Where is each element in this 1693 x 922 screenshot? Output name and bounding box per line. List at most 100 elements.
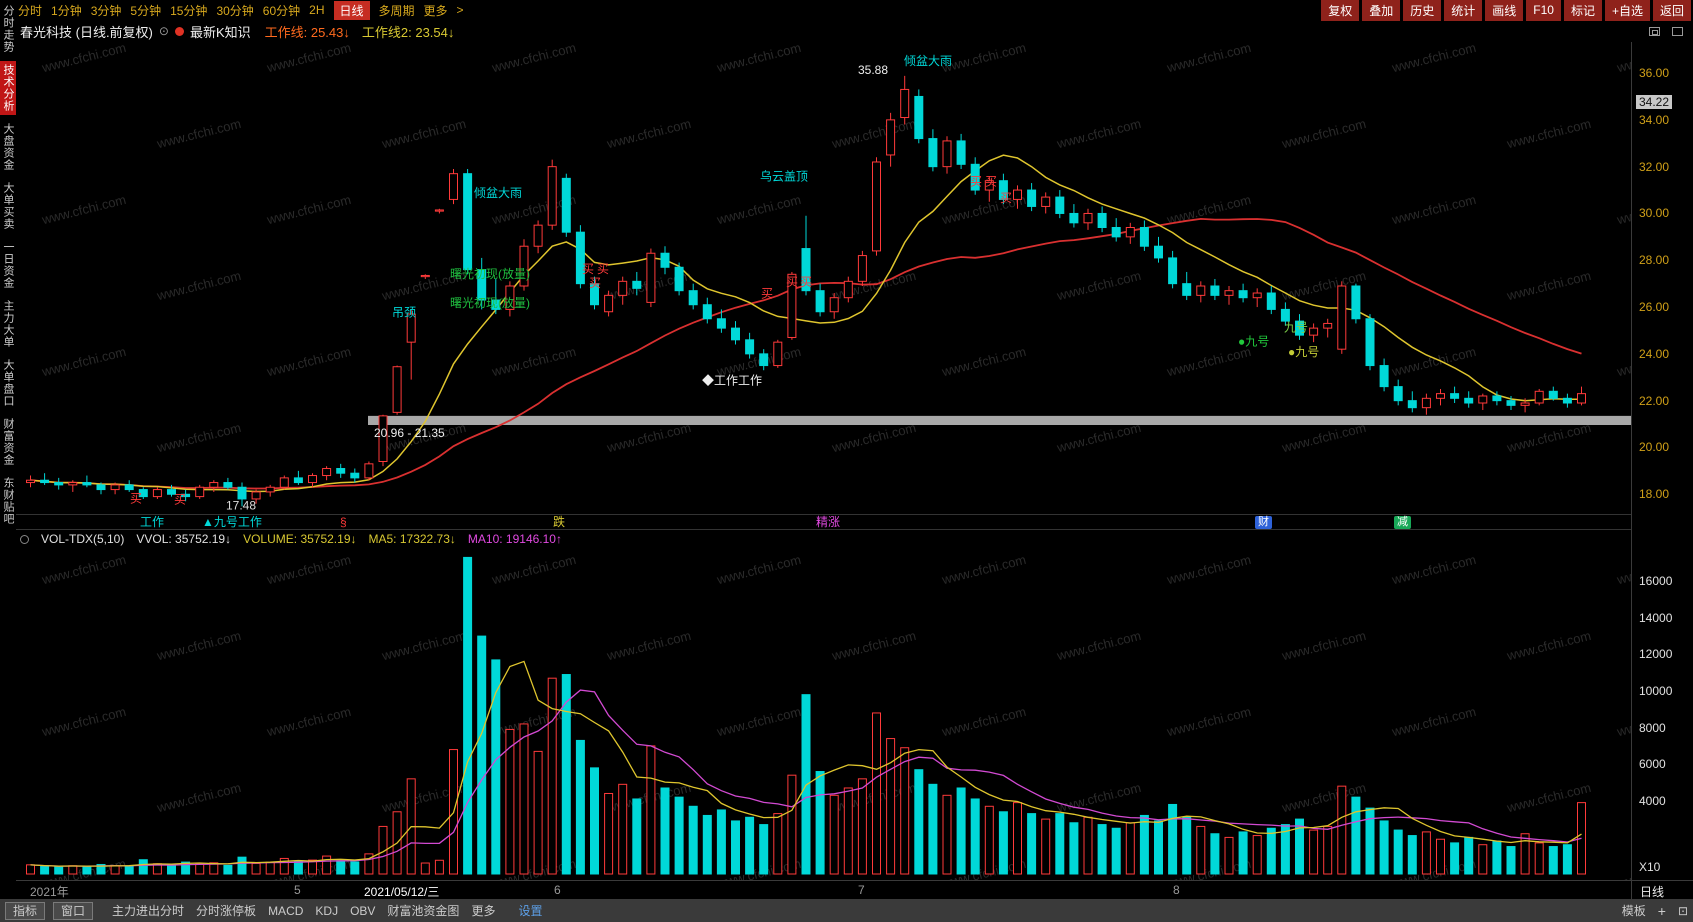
signal-strip-row: 工作 ▲九号工作 § 跌 精涨 财 减 bbox=[16, 514, 1693, 530]
top-area: 分时走势技术分析大盘资金大单买卖一日资金主力大单大单盘口财富资金东财贴吧 分时 1… bbox=[0, 0, 1693, 899]
sidebar-item-tab[interactable]: 财富资金 bbox=[2, 418, 14, 466]
toolbar-actions: 复权 叠加 历史 统计 画线 F10 标记 +自选 返回 bbox=[1321, 0, 1691, 21]
period-多周期[interactable]: 多周期 bbox=[378, 3, 415, 18]
svg-text:曙光初现(放量): 曙光初现(放量) bbox=[450, 266, 530, 281]
vvol-value: VVOL: 35752.19↓ bbox=[136, 532, 232, 546]
sidebar-item-tab[interactable]: 一日资金 bbox=[2, 241, 14, 289]
svg-text:倾盆大雨: 倾盆大雨 bbox=[904, 54, 952, 68]
bottom-item-OBV[interactable]: OBV bbox=[350, 904, 376, 918]
period-更多[interactable]: 更多 bbox=[423, 3, 448, 18]
sidebar-item-active[interactable]: 技术分析 bbox=[0, 61, 16, 115]
bottom-item-财富池资金图[interactable]: 财富池资金图 bbox=[387, 904, 460, 918]
bottom-toolbar: 指标 窗口 主力进出分时 分时涨停板 MACD KDJ OBV 财富池资金图 更多 设置 模板… bbox=[0, 899, 1693, 922]
period-15分钟[interactable]: 15分钟 bbox=[170, 3, 208, 18]
signal-marker: ▲九号工作 bbox=[202, 515, 262, 529]
bottom-item-主力进出分时[interactable]: 主力进出分时 bbox=[112, 904, 185, 918]
svg-text:买: 买 bbox=[985, 174, 997, 188]
price-axis-label: 18.00 bbox=[1639, 487, 1670, 502]
signal-marker: 工作 bbox=[140, 515, 165, 529]
sidebar-item-tab[interactable]: 分时走势 bbox=[2, 5, 14, 53]
svg-text:乌云盖顶: 乌云盖顶 bbox=[760, 169, 808, 184]
action-button-标记[interactable]: 标记 bbox=[1563, 0, 1602, 21]
chevron-down-icon[interactable]: ⊙ bbox=[158, 24, 169, 38]
info-bar: 春光科技 (日线.前复权) ⊙ 最新K知识 工作线: 25.43↓ 工作线2: … bbox=[16, 20, 1693, 42]
main-column: 分时 1分钟 3分钟 5分钟 15分钟 30分钟 60分钟 2H 日线 多周期 更多 > 复权 叠加 历史… bbox=[16, 0, 1693, 899]
maximize-window-icon[interactable] bbox=[1672, 26, 1683, 36]
svg-text:九号: 九号 bbox=[1284, 321, 1308, 335]
k-knowledge-link[interactable]: 最新K知识 bbox=[189, 24, 251, 40]
signal-strip: 工作 ▲九号工作 § 跌 精涨 财 减 bbox=[16, 514, 1631, 530]
period->[interactable]: > bbox=[456, 3, 464, 17]
sidebar-item-tab[interactable]: 大单买卖 bbox=[2, 182, 14, 230]
vol-ma10-value: MA10: 19146.10↑ bbox=[467, 532, 562, 546]
period-list: 分时 1分钟 3分钟 5分钟 15分钟 30分钟 60分钟 2H 日线 多周期 更多 > bbox=[18, 0, 464, 20]
period-30分钟[interactable]: 30分钟 bbox=[216, 3, 254, 18]
settings-button[interactable]: 设置 bbox=[518, 904, 543, 918]
action-button-+自选[interactable]: +自选 bbox=[1604, 0, 1650, 21]
period-toolbar: 分时 1分钟 3分钟 5分钟 15分钟 30分钟 60分钟 2H 日线 多周期 更多 > 复权 叠加 历史… bbox=[16, 0, 1693, 21]
volume-value: VOLUME: 35752.19↓ bbox=[243, 532, 357, 546]
sidebar-item-tab[interactable]: 大单盘口 bbox=[2, 359, 14, 407]
bottom-button-窗口[interactable]: 窗口 bbox=[53, 902, 94, 920]
action-button-画线[interactable]: 画线 bbox=[1485, 0, 1524, 21]
period-1分钟[interactable]: 1分钟 bbox=[51, 3, 82, 18]
workline2-value: 工作线2: 23.54↓ bbox=[361, 24, 455, 40]
vol-ma5-value: MA5: 17322.73↓ bbox=[368, 532, 456, 546]
indicator-name[interactable]: VOL-TDX(5,10) bbox=[41, 532, 125, 546]
price-axis-label: 24.00 bbox=[1639, 346, 1670, 361]
action-button-复权[interactable]: 复权 bbox=[1321, 0, 1360, 21]
volume-bars-chart bbox=[26, 556, 1586, 875]
indicator-selector-icon[interactable] bbox=[20, 534, 29, 544]
signal-marker: 跌 bbox=[553, 515, 566, 529]
period-分时[interactable]: 分时 bbox=[18, 3, 43, 18]
bottom-item-MACD[interactable]: MACD bbox=[268, 904, 304, 918]
date-axis: 2021年 5 2021/05/12/三 6 7 8 bbox=[16, 881, 1631, 899]
volume-axis-label: 12000 bbox=[1639, 647, 1673, 662]
period-5分钟[interactable]: 5分钟 bbox=[130, 3, 162, 18]
restore-window-icon[interactable] bbox=[1649, 26, 1660, 36]
sidebar-item-tab[interactable]: 主力大单 bbox=[2, 300, 14, 348]
bottom-item-更多[interactable]: 更多 bbox=[471, 904, 496, 918]
volume-header-row: VOL-TDX(5,10) VVOL: 35752.19↓ VOLUME: 35… bbox=[16, 530, 1693, 548]
action-button-F10[interactable]: F10 bbox=[1526, 0, 1561, 21]
price-axis-label: 34.00 bbox=[1639, 112, 1670, 127]
svg-text:买: 买 bbox=[1000, 191, 1012, 205]
volume-axis: 16000 14000 12000 10000 8000 6000 4000 X10 bbox=[1631, 548, 1693, 880]
date-tick: 6 bbox=[554, 883, 561, 897]
signal-marker: 减 bbox=[1394, 516, 1411, 529]
sidebar-item-tab[interactable]: 东财贴吧 bbox=[2, 477, 14, 525]
volume-header-stub bbox=[1631, 530, 1693, 548]
period-60分钟[interactable]: 60分钟 bbox=[262, 3, 301, 18]
period-日线[interactable]: 日线 bbox=[333, 0, 370, 20]
bottom-toolbar-right: 模板 + ⊡ bbox=[1622, 902, 1688, 919]
action-button-返回[interactable]: 返回 bbox=[1652, 0, 1691, 21]
price-axis-label: 32.00 bbox=[1639, 159, 1670, 174]
action-button-统计[interactable]: 统计 bbox=[1444, 0, 1483, 21]
price-axis-label: 28.00 bbox=[1639, 253, 1670, 268]
svg-text:买: 买 bbox=[130, 491, 142, 505]
volume-chart[interactable]: www.cfchi.com www.cfchi.com www.cfchi.com w… bbox=[16, 548, 1631, 880]
svg-text:买: 买 bbox=[582, 262, 594, 276]
add-pane-button[interactable]: + bbox=[1657, 902, 1666, 919]
price-axis-label: 22.00 bbox=[1639, 393, 1670, 408]
svg-text:曙光初现(放量): 曙光初现(放量) bbox=[450, 295, 530, 310]
period-3分钟[interactable]: 3分钟 bbox=[90, 3, 122, 18]
layout-grid-icon[interactable]: ⊡ bbox=[1677, 903, 1688, 918]
template-button[interactable]: 模板 bbox=[1621, 904, 1646, 918]
action-button-叠加[interactable]: 叠加 bbox=[1362, 0, 1401, 21]
left-sidebar: 分时走势技术分析大盘资金大单买卖一日资金主力大单大单盘口财富资金东财贴吧 bbox=[0, 0, 16, 899]
svg-text:17.48: 17.48 bbox=[226, 498, 256, 512]
price-chart[interactable]: www.cfchi.com www.cfchi.com www.cfchi.com w… bbox=[16, 42, 1631, 514]
selected-date-label: 2021/05/12/三 bbox=[364, 885, 440, 899]
sidebar-item-tab[interactable]: 大盘资金 bbox=[2, 123, 14, 171]
action-button-历史[interactable]: 历史 bbox=[1403, 0, 1442, 21]
bottom-boxed-buttons: 指标 窗口 bbox=[5, 902, 101, 920]
period-2H[interactable]: 2H bbox=[309, 3, 325, 17]
bottom-button-指标[interactable]: 指标 bbox=[5, 902, 46, 920]
price-axis: 36.00 34.00 32.00 30.00 28.00 26.00 24.00 22.00… bbox=[1631, 42, 1693, 514]
signal-strip-stub bbox=[1631, 514, 1693, 530]
svg-text:买: 买 bbox=[970, 174, 982, 188]
bottom-item-分时涨停板[interactable]: 分时涨停板 bbox=[196, 904, 257, 918]
workline1-value: 工作线: 25.43↓ bbox=[264, 24, 350, 40]
bottom-item-KDJ[interactable]: KDJ bbox=[315, 904, 339, 918]
